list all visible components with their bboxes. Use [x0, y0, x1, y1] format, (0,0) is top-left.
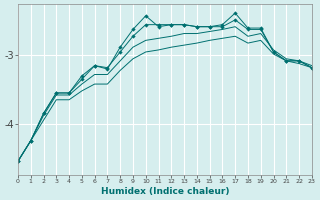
X-axis label: Humidex (Indice chaleur): Humidex (Indice chaleur): [101, 187, 229, 196]
